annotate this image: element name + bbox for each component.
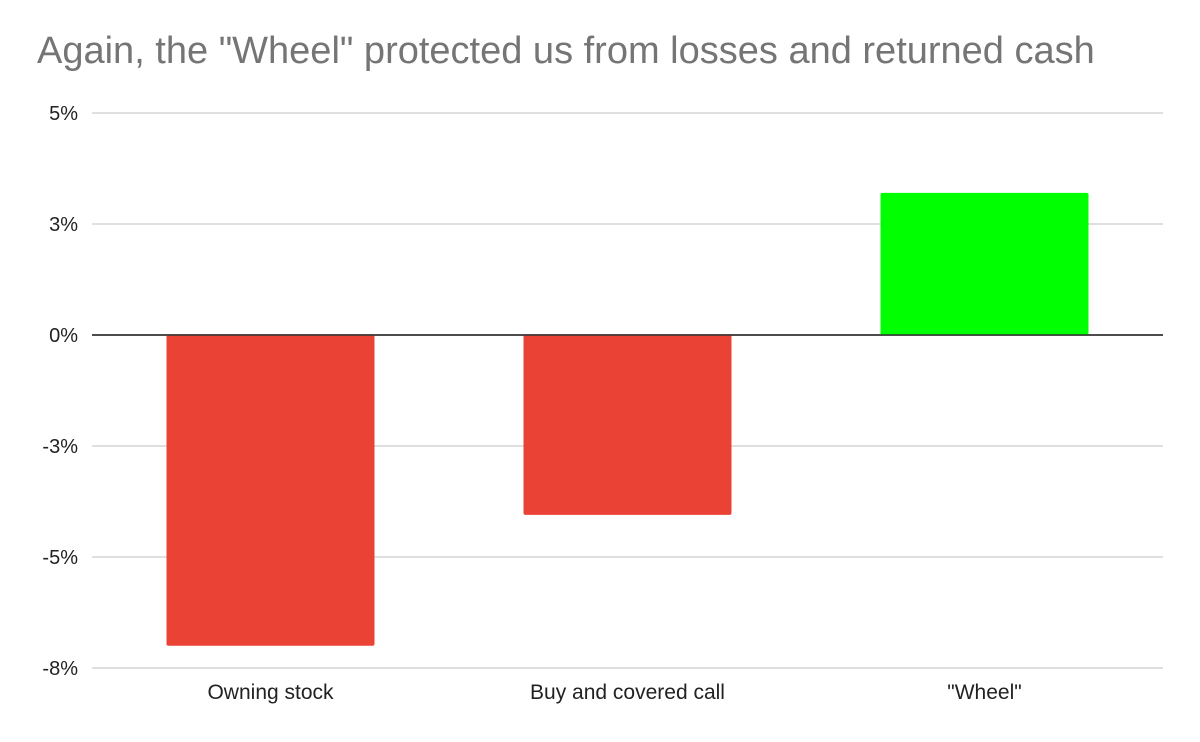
y-tick-label: -8% — [42, 658, 78, 680]
chart-title: Again, the "Wheel" protected us from los… — [37, 30, 1095, 72]
y-tick-label: -3% — [42, 436, 78, 458]
y-tick-label: -5% — [42, 547, 78, 569]
y-tick-label: 3% — [49, 214, 78, 236]
x-category-label: Buy and covered call — [530, 681, 725, 704]
y-tick-label: 0% — [49, 325, 78, 347]
bar — [880, 192, 1089, 335]
x-category-label: Owning stock — [207, 681, 334, 704]
bar — [523, 335, 732, 515]
y-tick-label: 5% — [49, 103, 78, 125]
x-category-label: "Wheel" — [947, 681, 1021, 704]
bar — [166, 335, 375, 646]
